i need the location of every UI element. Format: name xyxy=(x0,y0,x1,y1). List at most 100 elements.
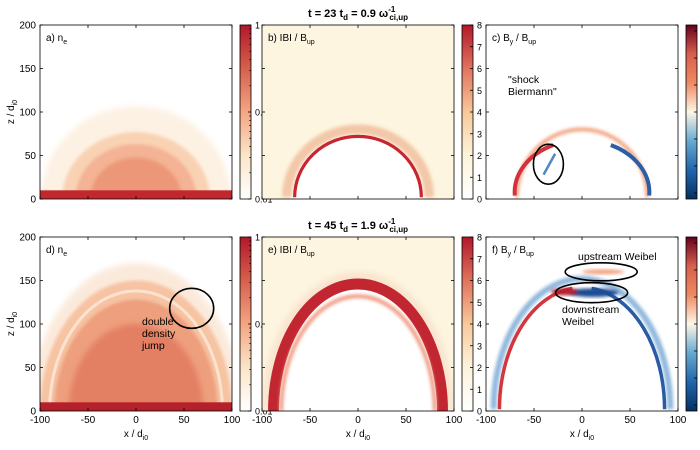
annotation-text: Weibel xyxy=(562,316,594,328)
negative-lobe xyxy=(610,143,652,196)
colorbar-e: 0 1 2 3 4 5 6 7 8 xyxy=(461,233,482,417)
target-layer xyxy=(40,402,232,411)
x-tick-label: 0 xyxy=(579,415,585,426)
colorbar-tick-label: 8 xyxy=(477,233,482,243)
colorbar-tick-label: 0.1 xyxy=(255,108,268,118)
y-axis-label: z / di0 xyxy=(6,312,19,336)
x-tick-label: 50 xyxy=(624,415,636,426)
plot-area-b xyxy=(262,25,454,199)
x-tick-label: -50 xyxy=(527,415,542,426)
colorbar-tick-label: 0 xyxy=(477,407,482,417)
colorbar-tick-label: 2 xyxy=(477,363,482,373)
colorbar-tick-label: 2 xyxy=(477,151,482,161)
plot-area-e xyxy=(262,237,454,411)
y-tick-label: 150 xyxy=(19,64,36,75)
x-axis-label: x / di0 xyxy=(124,429,148,442)
colorbar-tick-label: 4 xyxy=(477,320,482,330)
colorbar-tick-label: 8 xyxy=(477,21,482,31)
colorbar-tick-label: 0.01 xyxy=(255,407,273,417)
colorbar-tick-label: 1 xyxy=(255,21,260,31)
y-tick-label: 200 xyxy=(19,21,36,32)
annotation-ellipse xyxy=(532,143,565,185)
plot-area-c xyxy=(486,25,678,199)
y-tick-label: 50 xyxy=(25,151,37,162)
colorbar-tick-label: 3 xyxy=(477,129,482,139)
x-tick-label: 50 xyxy=(400,415,412,426)
panel-label-e: e) IBI / Bup xyxy=(268,245,315,258)
row-title-1: t = 23 td = 0.9 ω-1 ci,up xyxy=(308,5,408,22)
density-dome-core xyxy=(68,324,204,411)
colorbar-tick-label: 7 xyxy=(477,254,482,264)
panel-label-f: f) By / Bup xyxy=(492,245,534,258)
shell-inner-edge xyxy=(279,294,437,411)
y-tick-label: 100 xyxy=(19,320,36,331)
colorbar-tick-label: 5 xyxy=(477,298,482,308)
panel-e: -100 -50 0 50 100 x / di0 e) IBI / Bup 0 1 2 3 4 5 6 7… xyxy=(252,233,482,443)
panel-b: b) IBI / Bup 0 1 2 3 4 5 6 7 8 xyxy=(261,21,482,205)
downstream-weibel-patch xyxy=(568,288,619,298)
colorbar-tick-label: 7 xyxy=(477,42,482,52)
x-tick-label: -50 xyxy=(81,415,96,426)
compressed-shell xyxy=(293,134,423,198)
y-tick-label: 100 xyxy=(19,108,36,119)
x-axis-label: x / di0 xyxy=(346,429,370,442)
colorbar-tick-label: 1 xyxy=(477,385,482,395)
colorbar-tick-label: 1 xyxy=(477,173,482,183)
x-tick-label: 100 xyxy=(670,415,687,426)
panel-label-c: c) By / Bup xyxy=(492,33,536,46)
downstream-weibel-patch-red xyxy=(551,288,579,296)
x-tick-label: 0 xyxy=(133,415,139,426)
x-tick-label: -50 xyxy=(303,415,318,426)
target-layer xyxy=(40,190,232,199)
annotation-text: upstream Weibel xyxy=(578,251,657,263)
colorbar-tick-label: 0.01 xyxy=(255,195,273,205)
plot-area-d xyxy=(40,237,232,411)
annotation-ellipse xyxy=(168,287,215,330)
annotation-text: density xyxy=(142,328,176,340)
x-tick-label: 50 xyxy=(178,415,190,426)
upstream-weibel-patch xyxy=(582,269,625,275)
colorbar-tick-label: 0.1 xyxy=(255,320,268,330)
annotation-text: "shock xyxy=(508,74,540,86)
x-axis-label: x / di0 xyxy=(570,429,594,442)
y-tick-label: 0 xyxy=(30,195,36,206)
panel-label-d: d) ne xyxy=(46,245,67,258)
colorbar-d: 0.01 0.1 1 xyxy=(239,233,273,417)
panel-d: -100 -50 0 50 100 0 50 100 150 200 z / di0 x / di0 d… xyxy=(6,233,273,443)
x-tick-label: -100 xyxy=(476,415,496,426)
y-tick-label: 150 xyxy=(19,276,36,287)
y-tick-label: 0 xyxy=(30,407,36,418)
colorbar-tick-label: 6 xyxy=(477,64,482,74)
colorbar-tick-label: 6 xyxy=(477,276,482,286)
colorbar-c: 3210-1-2-3 xyxy=(685,24,698,200)
colorbar-b: 0 1 2 3 4 5 6 7 8 xyxy=(461,21,482,205)
colorbar-tick-label: 3 xyxy=(477,341,482,351)
colorbar-tick-label: 5 xyxy=(477,86,482,96)
annotation-text: Biermann" xyxy=(508,86,557,98)
positive-lobe xyxy=(512,143,554,196)
colorbar-tick-label: 4 xyxy=(477,108,482,118)
panel-label-a: a) ne xyxy=(46,33,67,46)
panel-label-b: b) IBI / Bup xyxy=(268,33,315,46)
annotation-ellipse xyxy=(564,261,639,282)
compressed-shell xyxy=(268,278,448,411)
y-axis-label: z / di0 xyxy=(6,100,19,124)
x-tick-label: 0 xyxy=(355,415,361,426)
x-tick-label: -100 xyxy=(30,415,50,426)
panel-a: 0 50 100 150 200 z / di0 a) ne 0.01 0.1 1 xyxy=(6,21,273,206)
colorbar-tick-label: 0 xyxy=(477,195,482,205)
biermann-filament xyxy=(542,153,557,176)
annotation-text: double xyxy=(142,316,174,328)
colorbar-a: 0.01 0.1 1 xyxy=(239,21,273,205)
y-tick-label: 200 xyxy=(19,233,36,244)
annotation-text: downstream xyxy=(562,304,619,316)
annotation-ellipse xyxy=(554,281,629,304)
shell-halo xyxy=(281,124,435,198)
density-dome-layer xyxy=(90,157,182,199)
annotation-text: jump xyxy=(141,340,165,352)
colorbar-f: 3210-1-2-3 xyxy=(685,236,698,412)
background-c xyxy=(486,25,678,199)
colorbar-tick-label: 1 xyxy=(255,233,260,243)
